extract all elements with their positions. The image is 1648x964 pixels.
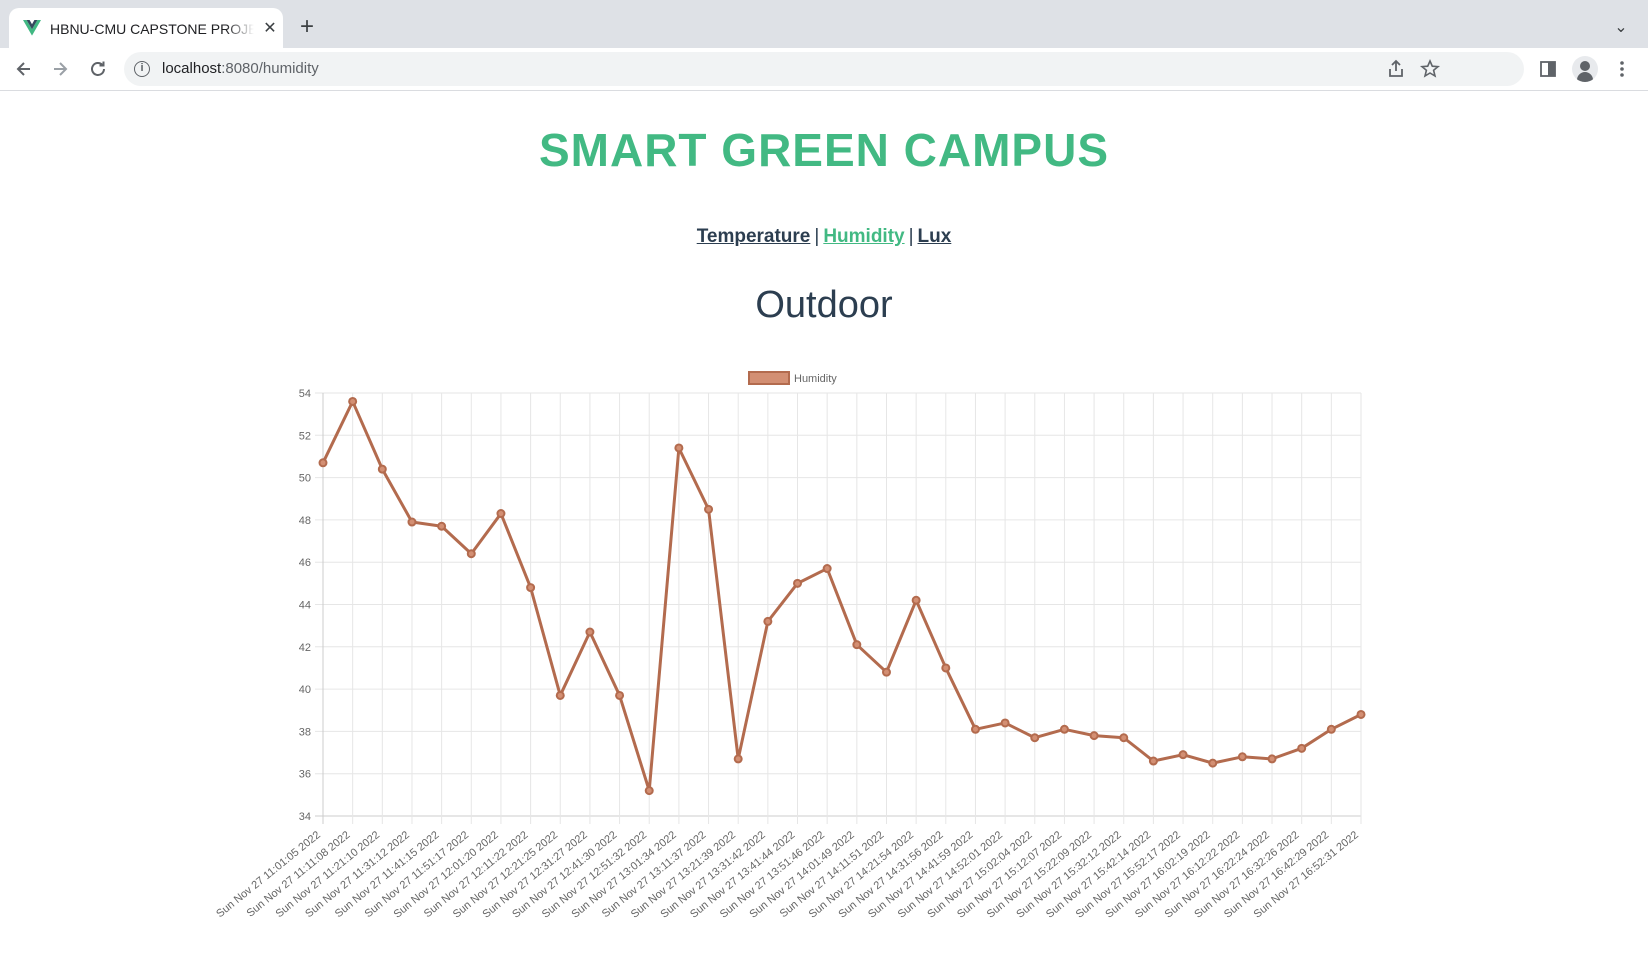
humidity-data-point [496,509,506,519]
humidity-data-point [1119,733,1129,743]
profile-head [1580,61,1590,71]
humidity-data-point [1000,718,1010,728]
humidity-data-point [615,690,625,700]
y-tick-label: 40 [299,684,311,696]
url-path: :8080/humidity [221,60,319,77]
share-icon[interactable] [1384,57,1408,81]
vue-logo-icon [23,20,41,36]
close-tab-icon[interactable]: ✕ [263,20,277,37]
humidity-series-line [321,399,1362,793]
site-info-icon[interactable]: i [134,61,150,77]
humidity-data-point [1030,733,1040,743]
y-tick-label: 50 [299,473,311,485]
humidity-data-point [822,564,832,574]
nav-separator: | [814,226,820,247]
nav-link-humidity[interactable]: Humidity [823,226,905,247]
section-title: Outdoor [755,284,893,326]
humidity-data-point [704,504,714,514]
humidity-data-point [377,464,387,474]
y-tick-label: 34 [299,811,311,823]
side-panel-icon[interactable] [1536,57,1560,81]
humidity-data-point [1148,756,1158,766]
address-bar[interactable]: i localhost:8080/humidity [124,52,1524,86]
humidity-data-point [911,595,921,605]
tab-strip: HBNU-CMU CAPSTONE PROJECT ✕ + ⌄ [0,0,1648,48]
humidity-data-point [644,786,654,796]
y-tick-label: 38 [299,726,311,738]
humidity-data-point [1178,750,1188,760]
y-tick-label: 44 [299,600,311,612]
humidity-data-point [1237,752,1247,762]
humidity-data-point [466,549,476,559]
new-tab-button[interactable]: + [299,13,314,40]
nav-link-temperature[interactable]: Temperature [696,226,811,247]
legend-label: Humidity [794,373,837,385]
humidity-data-point [1208,758,1218,768]
y-tick-label: 42 [299,642,311,654]
humidity-data-point [733,754,743,764]
legend-swatch [748,371,790,385]
humidity-data-point [852,640,862,650]
y-tick-label: 46 [299,557,311,569]
humidity-data-point [793,578,803,588]
humidity-data-point [1267,754,1277,764]
humidity-data-point [1059,724,1069,734]
browser-tab[interactable]: HBNU-CMU CAPSTONE PROJECT ✕ [9,8,283,48]
humidity-data-point [526,583,536,593]
url-text: localhost:8080/humidity [162,59,319,79]
humidity-data-point [585,627,595,637]
humidity-data-point [1356,709,1366,719]
reload-icon[interactable] [84,55,112,83]
humidity-data-point [318,458,328,468]
y-tick-label: 52 [299,430,311,442]
humidity-data-point [555,690,565,700]
humidity-data-point [1089,731,1099,741]
humidity-data-point [1297,743,1307,753]
url-host: localhost [162,60,222,77]
profile-icon[interactable] [1572,56,1598,82]
humidity-data-point [970,724,980,734]
bookmark-star-icon[interactable] [1418,57,1442,81]
sensor-nav: Temperature | Humidity | Lux [0,224,1648,250]
tab-title: HBNU-CMU CAPSTONE PROJECT [50,19,254,39]
forward-icon[interactable] [46,55,74,83]
humidity-data-point [1326,724,1336,734]
tab-search-chevron-icon[interactable]: ⌄ [1614,19,1628,36]
back-icon[interactable] [10,55,38,83]
humidity-data-point [941,663,951,673]
humidity-data-point [407,517,417,527]
y-tick-label: 36 [299,769,311,781]
profile-body [1577,72,1593,82]
humidity-data-point [674,443,684,453]
humidity-data-point [437,521,447,531]
humidity-data-point [881,667,891,677]
y-tick-label: 54 [299,388,311,400]
nav-link-lux[interactable]: Lux [917,226,952,247]
humidity-data-point [763,616,773,626]
browser-toolbar: i localhost:8080/humidity [0,48,1648,91]
humidity-data-point [348,396,358,406]
y-tick-label: 48 [299,515,311,527]
menu-icon[interactable] [1610,57,1634,81]
nav-separator: | [908,226,914,247]
page-title: SMART GREEN CAMPUS [538,124,1110,176]
